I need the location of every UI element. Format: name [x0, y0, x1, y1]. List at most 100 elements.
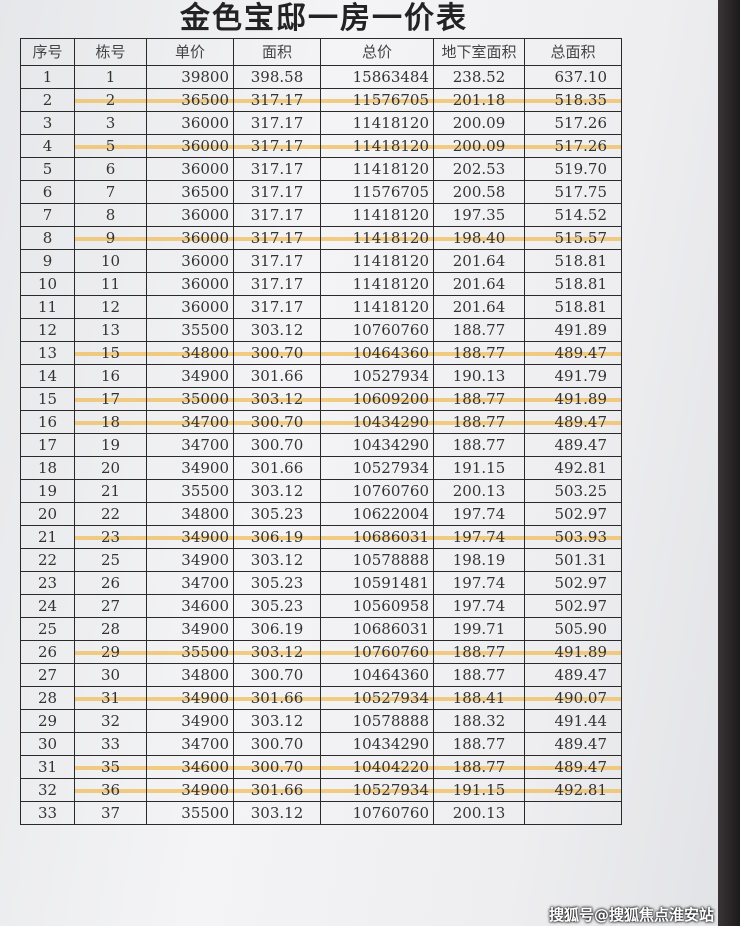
cell-basement-area: 198.19: [433, 548, 525, 572]
cell-total-area: 502.97: [524, 571, 622, 595]
cell-building: 16: [74, 364, 147, 388]
cell-basement-area: 199.71: [433, 617, 525, 641]
cell-building: 22: [74, 502, 147, 526]
cell-unit-price: 34700: [146, 433, 234, 457]
header-building: 栋号: [74, 38, 147, 66]
cell-total-price: 11418120: [320, 226, 434, 250]
cell-area: 317.17: [233, 295, 321, 319]
cell-area: 301.66: [233, 778, 321, 802]
cell-total-area: 518.81: [524, 295, 622, 319]
cell-total-price: 11418120: [320, 111, 434, 135]
cell-basement-area: 198.40: [433, 226, 525, 250]
table-row: 33 37 35500 303.12 10760760 200.13: [20, 801, 622, 825]
cell-total-area: 491.89: [524, 387, 622, 411]
cell-total-price: 10527934: [320, 778, 434, 802]
cell-area: 317.17: [233, 203, 321, 227]
cell-basement-area: 200.09: [433, 111, 525, 135]
dark-background-edge: [718, 0, 740, 926]
cell-total-area: 491.89: [524, 318, 622, 342]
cell-building: 26: [74, 571, 147, 595]
cell-seq: 18: [20, 456, 75, 480]
table-row: 4 5 36000 317.17 11418120 200.09 517.26: [20, 134, 622, 158]
cell-unit-price: 39800: [146, 65, 234, 89]
cell-seq: 27: [20, 663, 75, 687]
cell-unit-price: 34900: [146, 617, 234, 641]
cell-seq: 2: [20, 88, 75, 112]
cell-area: 303.12: [233, 479, 321, 503]
cell-seq: 9: [20, 249, 75, 273]
table-row: 8 9 36000 317.17 11418120 198.40 515.57: [20, 226, 622, 250]
cell-building: 29: [74, 640, 147, 664]
cell-basement-area: 200.58: [433, 180, 525, 204]
table-row: 5 6 36000 317.17 11418120 202.53 519.70: [20, 157, 622, 181]
cell-seq: 5: [20, 157, 75, 181]
table-row: 15 17 35000 303.12 10609200 188.77 491.89: [20, 387, 622, 411]
cell-total-price: 10686031: [320, 525, 434, 549]
cell-area: 305.23: [233, 594, 321, 618]
cell-area: 305.23: [233, 502, 321, 526]
cell-total-area: 503.25: [524, 479, 622, 503]
cell-unit-price: 35500: [146, 640, 234, 664]
table-row: 25 28 34900 306.19 10686031 199.71 505.90: [20, 617, 622, 641]
cell-seq: 1: [20, 65, 75, 89]
table-row: 32 36 34900 301.66 10527934 191.15 492.81: [20, 778, 622, 802]
cell-building: 2: [74, 88, 147, 112]
cell-area: 317.17: [233, 249, 321, 273]
cell-area: 300.70: [233, 410, 321, 434]
table-row: 9 10 36000 317.17 11418120 201.64 518.81: [20, 249, 622, 273]
cell-unit-price: 35500: [146, 479, 234, 503]
cell-total-area: 489.47: [524, 755, 622, 779]
cell-total-area: 519.70: [524, 157, 622, 181]
cell-area: 300.70: [233, 732, 321, 756]
cell-unit-price: 36000: [146, 157, 234, 181]
cell-basement-area: 201.18: [433, 88, 525, 112]
cell-building: 13: [74, 318, 147, 342]
cell-area: 301.66: [233, 686, 321, 710]
cell-area: 303.12: [233, 801, 321, 825]
cell-unit-price: 35000: [146, 387, 234, 411]
cell-total-area: 517.26: [524, 134, 622, 158]
cell-total-price: 10760760: [320, 640, 434, 664]
table-row: 31 35 34600 300.70 10404220 188.77 489.47: [20, 755, 622, 779]
cell-basement-area: 188.77: [433, 755, 525, 779]
cell-seq: 24: [20, 594, 75, 618]
cell-basement-area: 200.13: [433, 479, 525, 503]
cell-total-area: 492.81: [524, 778, 622, 802]
cell-seq: 6: [20, 180, 75, 204]
cell-unit-price: 34800: [146, 502, 234, 526]
cell-seq: 26: [20, 640, 75, 664]
page-title: 金色宝邸一房一价表: [180, 1, 468, 36]
cell-seq: 31: [20, 755, 75, 779]
cell-unit-price: 36000: [146, 249, 234, 273]
cell-building: 10: [74, 249, 147, 273]
cell-seq: 16: [20, 410, 75, 434]
cell-seq: 14: [20, 364, 75, 388]
cell-building: 27: [74, 594, 147, 618]
cell-basement-area: 191.15: [433, 778, 525, 802]
cell-total-price: 10434290: [320, 732, 434, 756]
table-row: 6 7 36500 317.17 11576705 200.58 517.75: [20, 180, 622, 204]
cell-total-price: 10404220: [320, 755, 434, 779]
cell-basement-area: 188.77: [433, 640, 525, 664]
cell-area: 305.23: [233, 571, 321, 595]
table-row: 10 11 36000 317.17 11418120 201.64 518.81: [20, 272, 622, 296]
cell-total-area: 489.47: [524, 732, 622, 756]
watermark: 搜狐号@搜狐焦点淮安站: [548, 906, 714, 924]
cell-unit-price: 35500: [146, 801, 234, 825]
table-row: 18 20 34900 301.66 10527934 191.15 492.81: [20, 456, 622, 480]
header-total-price: 总价: [320, 38, 434, 66]
cell-area: 301.66: [233, 364, 321, 388]
cell-unit-price: 34800: [146, 663, 234, 687]
cell-unit-price: 34900: [146, 364, 234, 388]
cell-unit-price: 34900: [146, 709, 234, 733]
cell-basement-area: 188.77: [433, 387, 525, 411]
cell-total-price: 11418120: [320, 157, 434, 181]
cell-basement-area: 201.64: [433, 295, 525, 319]
table-row: 14 16 34900 301.66 10527934 190.13 491.79: [20, 364, 622, 388]
cell-unit-price: 36000: [146, 203, 234, 227]
cell-building: 35: [74, 755, 147, 779]
cell-seq: 23: [20, 571, 75, 595]
table-row: 30 33 34700 300.70 10434290 188.77 489.47: [20, 732, 622, 756]
cell-total-area: 491.44: [524, 709, 622, 733]
table-row: 12 13 35500 303.12 10760760 188.77 491.89: [20, 318, 622, 342]
